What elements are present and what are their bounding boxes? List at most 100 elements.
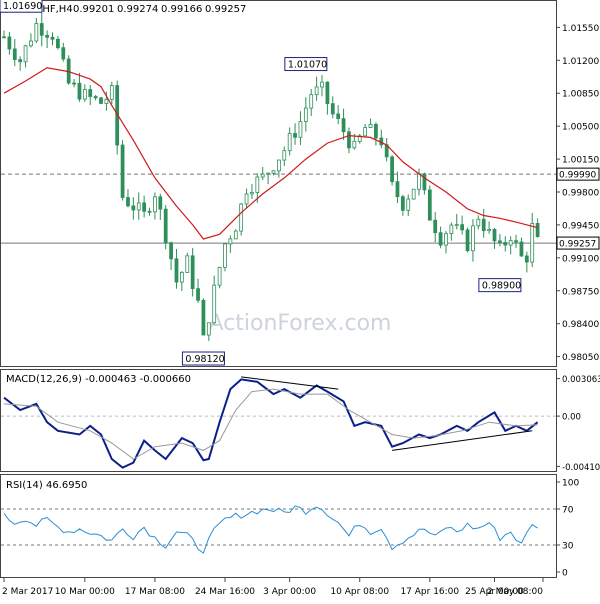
price-ytick-label: 1.01550 xyxy=(562,24,599,34)
header-low: 0.99166 xyxy=(161,4,202,15)
price-ytick-label: 0.99800 xyxy=(562,188,599,198)
candle-body xyxy=(228,238,233,245)
header-symbol: USDCHF,H4 xyxy=(14,4,73,15)
x-tick-label: 10 Apr 08:00 xyxy=(330,587,389,597)
candle-body xyxy=(293,132,297,138)
candle-body xyxy=(61,47,66,60)
candle-body xyxy=(444,233,448,246)
candle-body xyxy=(390,156,394,183)
candle-body xyxy=(298,121,303,138)
x-axis: 2 Mar 2017 10 Mar 00:00 17 Mar 08:00 24 Mar… xyxy=(2,578,544,597)
candle-body xyxy=(309,94,314,109)
candle-body xyxy=(341,118,346,133)
x-tick-label: 24 Mar 16:00 xyxy=(195,587,255,597)
price-annotation-label: 1.01070 xyxy=(288,60,327,71)
macd-line xyxy=(3,378,539,469)
price-ytick-label: 1.00850 xyxy=(562,90,599,100)
candle-body xyxy=(29,40,33,47)
candle-body xyxy=(417,173,421,190)
candle-body xyxy=(325,81,330,105)
candle-body xyxy=(104,99,109,104)
price-ytick-label: 0.98400 xyxy=(562,320,599,330)
candle-body xyxy=(185,255,190,273)
rsi-panel-frame xyxy=(0,474,557,578)
candle-body xyxy=(174,258,179,283)
candle-body xyxy=(519,241,524,257)
header-close: 0.99257 xyxy=(205,4,246,15)
price-hline-label: 0.99990 xyxy=(559,171,596,181)
candle-body xyxy=(39,23,44,36)
price-hline-tag xyxy=(556,236,600,250)
candle-body xyxy=(201,299,206,336)
candle-body xyxy=(131,205,136,211)
candle-body xyxy=(508,240,513,246)
candle-body xyxy=(217,266,222,286)
candle-body xyxy=(163,208,168,244)
candle-body xyxy=(120,144,125,198)
candle-body xyxy=(153,196,157,213)
candle-body xyxy=(352,140,357,149)
candle-body xyxy=(239,203,244,232)
candle-body xyxy=(320,81,324,88)
candle-body xyxy=(368,123,373,128)
candle-body xyxy=(492,229,497,242)
price-panel-frame xyxy=(0,0,557,367)
candle-body xyxy=(260,173,265,178)
price-annotation-label: 0.98900 xyxy=(482,281,521,292)
x-tick-label: 2 May 08:00 xyxy=(487,587,543,597)
macd-trendline xyxy=(392,430,533,451)
price-ytick-label: 0.99100 xyxy=(562,254,599,264)
candle-body xyxy=(487,229,491,232)
x-tick-label: 17 Mar 08:00 xyxy=(125,587,185,597)
candle-body xyxy=(503,242,508,246)
header-open: 0.99201 xyxy=(73,4,114,15)
candle-body xyxy=(136,202,141,211)
signal-line xyxy=(3,388,538,460)
price-annotation-box xyxy=(284,57,328,72)
candle-body xyxy=(330,103,335,115)
candle-body xyxy=(255,176,260,193)
candle-body xyxy=(250,192,254,195)
rsi-title: RSI(14) 46.6950 xyxy=(6,480,87,491)
moving-average-line xyxy=(3,67,538,240)
candle-body xyxy=(7,36,12,50)
price-hline-label: 0.99257 xyxy=(559,240,596,250)
candle-body xyxy=(77,82,82,100)
candle-body xyxy=(347,131,351,149)
rsi-ytick-label: 100 xyxy=(562,479,579,489)
x-tick-label: 3 Apr 00:00 xyxy=(263,587,316,597)
candle-body xyxy=(303,107,308,122)
price-ytick-label: 0.98050 xyxy=(562,353,599,363)
candle-body xyxy=(23,45,28,63)
candle-body xyxy=(266,172,270,175)
candle-body xyxy=(497,240,502,243)
price-annotation-box xyxy=(181,351,225,366)
candle-body xyxy=(395,181,400,198)
candle-body xyxy=(535,223,540,238)
candle-body xyxy=(93,96,98,99)
macd-ytick-label: -0.004104 xyxy=(562,463,600,473)
candle-body xyxy=(126,197,130,207)
candle-body xyxy=(524,255,529,263)
candle-body xyxy=(530,223,535,263)
candle-body xyxy=(438,232,443,246)
candle-body xyxy=(427,189,432,221)
price-annotation-box xyxy=(0,0,43,13)
candle-body xyxy=(147,210,152,213)
candle-body xyxy=(433,219,438,234)
candle-body xyxy=(158,196,163,210)
candle-body xyxy=(34,23,39,42)
candle-body xyxy=(363,127,368,137)
candle-body xyxy=(287,132,292,152)
candle-body xyxy=(223,243,227,268)
x-tick-label: 17 Apr 16:00 xyxy=(400,587,459,597)
price-annotation-label: 0.98120 xyxy=(185,354,224,365)
candle-body xyxy=(471,225,475,252)
price-ytick-label: 1.01200 xyxy=(562,57,599,67)
candle-body xyxy=(142,202,147,212)
price-ytick-label: 1.00500 xyxy=(562,123,599,133)
rsi-ytick-label: 70 xyxy=(562,506,574,516)
rsi-panel: 100 70 30 0 xyxy=(1,479,579,579)
